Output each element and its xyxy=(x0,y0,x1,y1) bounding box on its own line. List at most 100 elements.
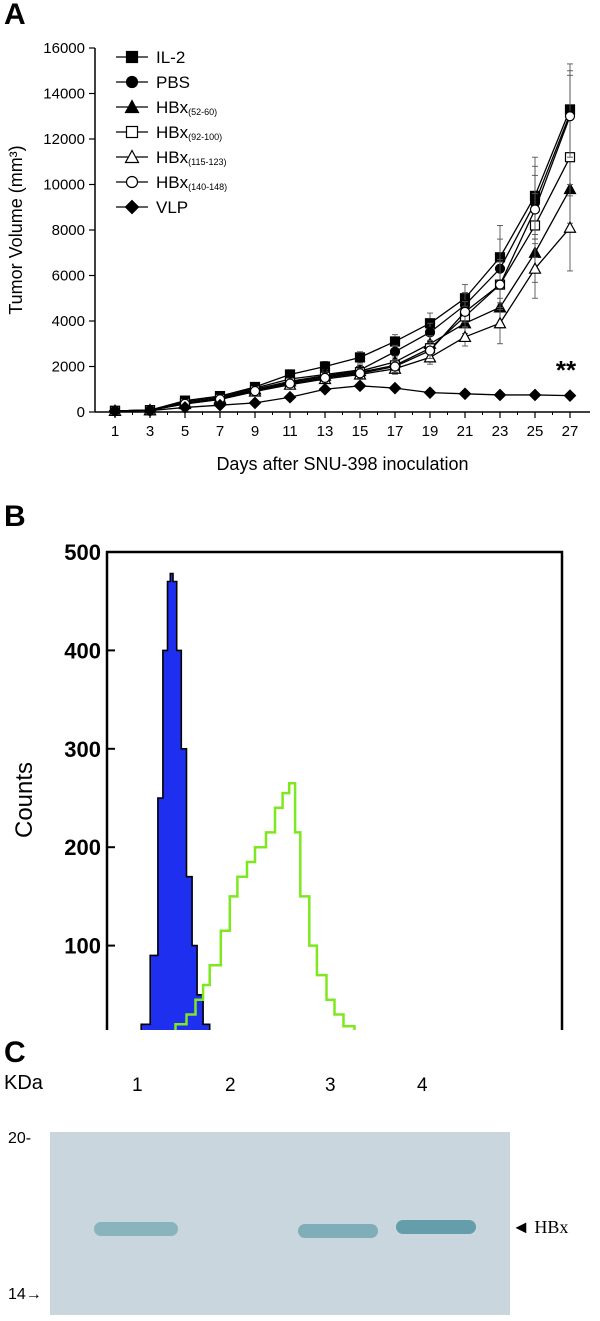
legend-marker xyxy=(124,149,140,164)
y-tick-label: 16000 xyxy=(43,40,85,57)
x-axis-label: Days after SNU-398 inoculation xyxy=(216,454,468,474)
hbx-band-label: ◄ HBx xyxy=(512,1217,569,1237)
y-tick-label: 12000 xyxy=(43,131,85,148)
series-line xyxy=(114,188,571,412)
y-tick-label: 100 xyxy=(64,934,101,959)
x-tick-label: 17 xyxy=(387,423,404,440)
data-point xyxy=(284,378,296,389)
y-tick-label: 300 xyxy=(64,737,101,762)
marker-20: 20- xyxy=(8,1130,32,1147)
x-tick-label: 25 xyxy=(527,423,544,440)
y-tick-label: 2000 xyxy=(52,359,85,376)
data-point xyxy=(494,279,506,290)
x-tick-label: 21 xyxy=(457,423,474,440)
legend-label: HBx(92-100) xyxy=(156,123,222,142)
x-tick-label: 7 xyxy=(216,423,224,440)
legend-label: IL-2 xyxy=(156,48,185,67)
data-point xyxy=(319,372,331,383)
x-tick-label: 15 xyxy=(352,423,369,440)
data-point xyxy=(529,204,541,215)
y-tick-label: 6000 xyxy=(52,268,85,285)
kda-label: KDa xyxy=(4,1072,43,1094)
series-line xyxy=(114,109,571,412)
y-axis-label: Tumor Volume (mm³) xyxy=(6,145,26,314)
x-tick-label: 3 xyxy=(146,423,154,440)
marker-14: 14→ xyxy=(8,1286,42,1303)
histogram-outline-series xyxy=(174,781,356,1030)
legend-label-subscript: (92-100) xyxy=(188,132,222,142)
data-point xyxy=(528,388,542,402)
legend-label-subscript: (52-60) xyxy=(188,107,217,117)
data-point xyxy=(318,382,332,396)
y-tick-label: 200 xyxy=(64,835,101,860)
data-point xyxy=(424,345,436,356)
x-tick-label: 1 xyxy=(111,423,119,440)
series-line xyxy=(114,113,571,412)
data-point xyxy=(493,388,507,402)
y-tick-label: 4000 xyxy=(52,313,85,330)
data-point xyxy=(354,352,366,363)
legend: IL-2 PBS HBx(52-60) HBx(92-100) HBx(115-123)… xyxy=(116,48,227,217)
legend-label: PBS xyxy=(156,73,190,92)
data-point xyxy=(354,368,366,379)
legend-marker xyxy=(124,99,140,114)
band-lane-4 xyxy=(396,1220,476,1234)
data-point xyxy=(389,346,401,357)
data-point xyxy=(353,379,367,393)
y-tick-label: 8000 xyxy=(52,222,85,239)
panel-label-b: B xyxy=(4,500,26,533)
data-point xyxy=(143,404,157,417)
y-tick-label: 500 xyxy=(64,540,101,565)
data-point xyxy=(283,390,297,404)
data-point xyxy=(423,386,437,400)
y-axis-label: Counts xyxy=(11,762,38,838)
x-tick-label: 11 xyxy=(282,423,298,440)
data-point xyxy=(389,336,401,347)
panel-label-c: C xyxy=(4,1036,26,1069)
x-tick-label: 13 xyxy=(317,423,334,440)
x-tick-label: 19 xyxy=(422,423,439,440)
legend-label: HBx(52-60) xyxy=(156,98,217,117)
legend-label-subscript: (115-123) xyxy=(188,157,226,167)
x-tick-label: 27 xyxy=(562,423,579,440)
data-point xyxy=(458,387,472,401)
data-point xyxy=(564,111,576,122)
y-tick-label: 400 xyxy=(64,638,101,663)
band-lane-1 xyxy=(94,1222,178,1236)
legend-marker xyxy=(124,199,140,215)
legend-marker xyxy=(125,175,139,189)
histogram-filled-series xyxy=(140,572,211,1030)
western-blot xyxy=(50,1132,510,1315)
series-line xyxy=(114,116,571,412)
plot-frame xyxy=(105,550,564,1030)
x-tick-label: 5 xyxy=(181,423,189,440)
lane-label-4: 4 xyxy=(417,1075,428,1096)
panel-label-a: A xyxy=(4,0,26,31)
series-4 xyxy=(108,184,577,416)
data-point xyxy=(213,398,227,412)
y-tick-label: 10000 xyxy=(43,177,85,194)
legend-label: VLP xyxy=(156,198,188,217)
y-tick-label: 14000 xyxy=(43,86,85,103)
data-point xyxy=(108,404,122,418)
x-tick-label: 23 xyxy=(492,423,509,440)
data-point xyxy=(459,306,471,317)
data-point xyxy=(493,316,507,329)
data-point xyxy=(178,401,192,414)
data-point xyxy=(563,220,577,233)
data-point xyxy=(388,381,402,395)
x-tick-label: 9 xyxy=(251,423,259,440)
data-point xyxy=(249,385,261,397)
data-point xyxy=(389,361,401,372)
band-lane-3 xyxy=(298,1224,378,1238)
series-6 xyxy=(108,379,577,418)
chart-b: 0100200300400500100101102103104Counts xyxy=(11,540,564,1030)
data-point xyxy=(528,261,542,274)
legend-marker xyxy=(125,50,139,64)
legend-label: HBx(115-123) xyxy=(156,148,226,167)
data-point xyxy=(248,396,262,410)
y-tick-label: 0 xyxy=(77,404,85,421)
lane-label-2: 2 xyxy=(225,1075,236,1096)
lane-label-1: 1 xyxy=(132,1075,143,1096)
data-point xyxy=(563,389,577,402)
